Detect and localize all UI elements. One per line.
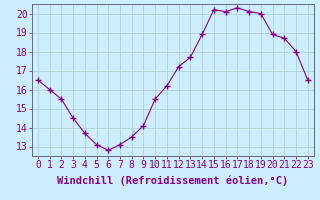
- X-axis label: Windchill (Refroidissement éolien,°C): Windchill (Refroidissement éolien,°C): [57, 176, 288, 186]
